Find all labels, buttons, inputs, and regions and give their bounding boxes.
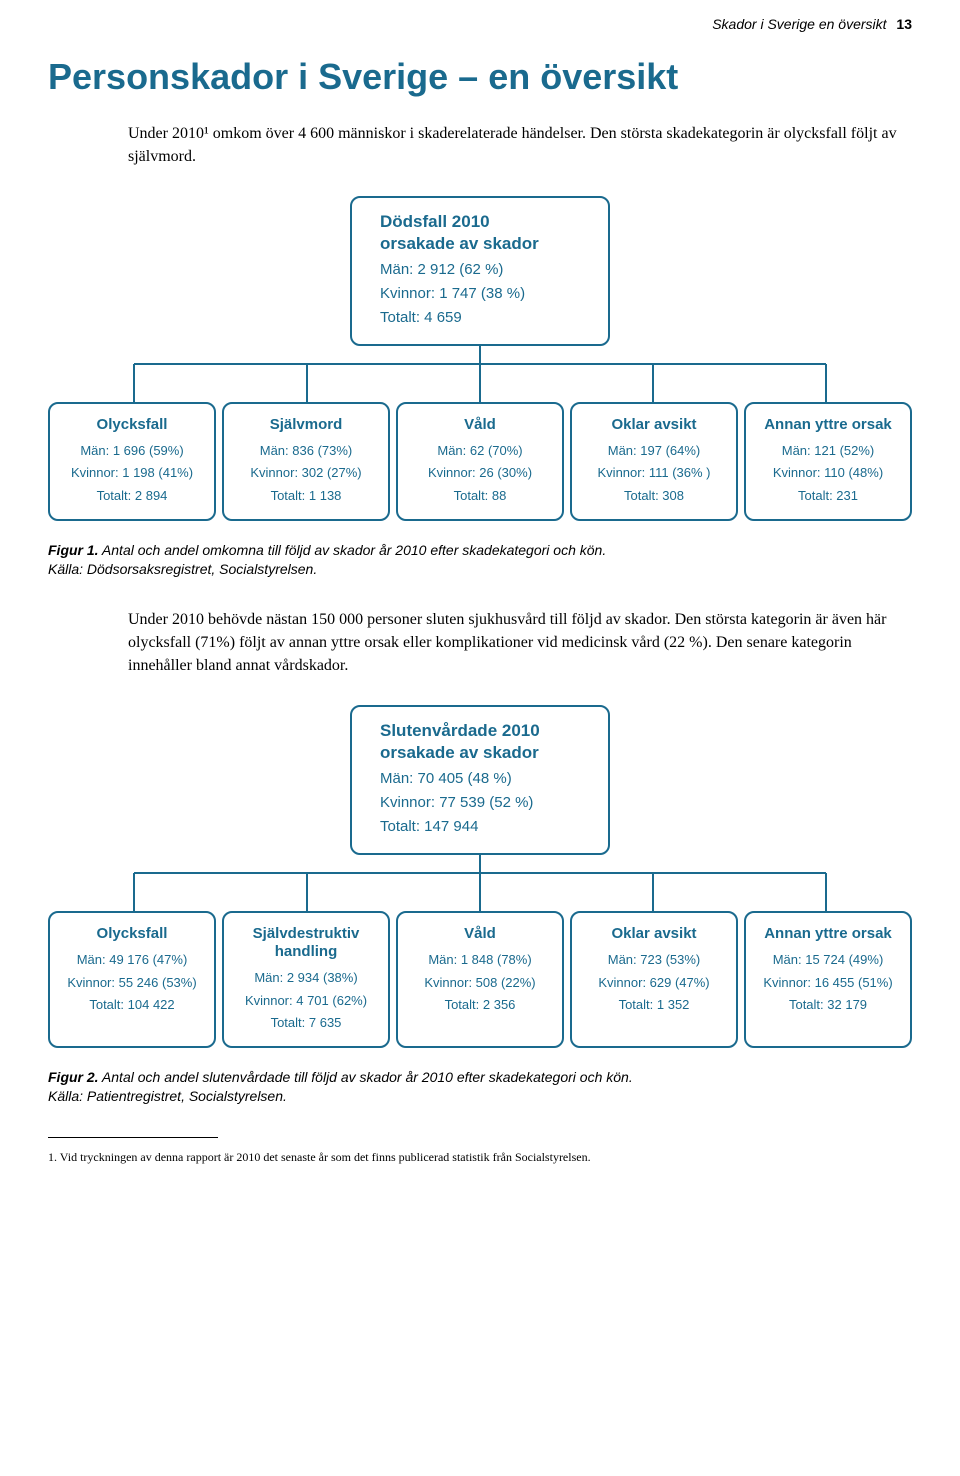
figure2-child-line: Kvinnor: 508 (22%): [406, 972, 554, 994]
figure1-child-line: Totalt: 2 894: [58, 485, 206, 507]
figure1-child-line: Män: 1 696 (59%): [58, 440, 206, 462]
running-head-text: Skador i Sverige en översikt: [712, 16, 886, 32]
figure2-child-title: Oklar avsikt: [580, 925, 728, 943]
footnote: 1. Vid tryckningen av denna rapport är 2…: [48, 1150, 912, 1166]
figure2-child-box: Oklar avsikt Män: 723 (53%) Kvinnor: 629…: [570, 911, 738, 1047]
figure1-child-title: Oklar avsikt: [580, 416, 728, 434]
figure1-caption-label: Figur 1.: [48, 542, 99, 558]
figure2-child-line: Män: 723 (53%): [580, 949, 728, 971]
figure2-child-title: Olycksfall: [58, 925, 206, 943]
figure1-child-line: Män: 836 (73%): [232, 440, 380, 462]
figure1-child-line: Män: 121 (52%): [754, 440, 902, 462]
figure2-child-line: Totalt: 7 635: [232, 1012, 380, 1034]
figure2-root-box: Slutenvårdade 2010 orsakade av skador Mä…: [350, 705, 610, 855]
page-number: 13: [896, 16, 912, 32]
figure2-root-subtitle: orsakade av skador: [380, 743, 580, 763]
figure1-caption-source: Källa: Dödsorsaksregistret, Socialstyrel…: [48, 561, 317, 577]
figure1-child-line: Totalt: 1 138: [232, 485, 380, 507]
figure2-child-line: Totalt: 2 356: [406, 994, 554, 1016]
figure2-child-box: Annan yttre orsak Män: 15 724 (49%) Kvin…: [744, 911, 912, 1047]
figure1-root-line: Kvinnor: 1 747 (38 %): [380, 282, 580, 306]
figure1-diagram: Dödsfall 2010 orsakade av skador Män: 2 …: [48, 196, 912, 520]
figure1-child-title: Självmord: [232, 416, 380, 434]
figure2-connectors: [48, 855, 912, 911]
intro-paragraph: Under 2010¹ omkom över 4 600 människor i…: [128, 122, 912, 168]
figure2-child-box: Våld Män: 1 848 (78%) Kvinnor: 508 (22%)…: [396, 911, 564, 1047]
figure1-child-line: Kvinnor: 1 198 (41%): [58, 462, 206, 484]
figure1-child-title: Våld: [406, 416, 554, 434]
footnote-rule: [48, 1137, 218, 1138]
figure2-child-line: Män: 2 934 (38%): [232, 967, 380, 989]
figure1-connectors: [48, 346, 912, 402]
figure1-child-line: Kvinnor: 111 (36% ): [580, 462, 728, 484]
figure1-child-box: Oklar avsikt Män: 197 (64%) Kvinnor: 111…: [570, 402, 738, 520]
figure2-child-line: Totalt: 104 422: [58, 994, 206, 1016]
figure2-diagram: Slutenvårdade 2010 orsakade av skador Mä…: [48, 705, 912, 1047]
figure1-child-line: Totalt: 231: [754, 485, 902, 507]
figure1-child-box: Våld Män: 62 (70%) Kvinnor: 26 (30%) Tot…: [396, 402, 564, 520]
running-head: Skador i Sverige en översikt 13: [48, 0, 912, 56]
middle-paragraph: Under 2010 behövde nästan 150 000 person…: [128, 608, 912, 678]
figure1-child-box: Annan yttre orsak Män: 121 (52%) Kvinnor…: [744, 402, 912, 520]
figure1-child-box: Olycksfall Män: 1 696 (59%) Kvinnor: 1 1…: [48, 402, 216, 520]
figure2-caption-text: Antal och andel slutenvårdade till följd…: [99, 1069, 633, 1085]
figure1-child-title: Olycksfall: [58, 416, 206, 434]
figure1-child-box: Självmord Män: 836 (73%) Kvinnor: 302 (2…: [222, 402, 390, 520]
figure2-child-line: Kvinnor: 16 455 (51%): [754, 972, 902, 994]
figure2-child-line: Män: 15 724 (49%): [754, 949, 902, 971]
figure2-children: Olycksfall Män: 49 176 (47%) Kvinnor: 55…: [48, 911, 912, 1047]
figure2-child-line: Kvinnor: 55 246 (53%): [58, 972, 206, 994]
figure1-child-line: Totalt: 88: [406, 485, 554, 507]
figure1-child-line: Totalt: 308: [580, 485, 728, 507]
figure1-root-box: Dödsfall 2010 orsakade av skador Män: 2 …: [350, 196, 610, 346]
figure1-caption-text: Antal och andel omkomna till följd av sk…: [99, 542, 607, 558]
figure1-root-line: Totalt: 4 659: [380, 306, 580, 330]
figure1-child-line: Män: 197 (64%): [580, 440, 728, 462]
footnote-text: Vid tryckningen av denna rapport är 2010…: [60, 1150, 591, 1164]
figure2-child-title: Våld: [406, 925, 554, 943]
figure2-caption: Figur 2. Antal och andel slutenvårdade t…: [48, 1068, 912, 1107]
page-title: Personskador i Sverige – en översikt: [48, 56, 912, 98]
figure2-root-line: Kvinnor: 77 539 (52 %): [380, 791, 580, 815]
figure2-child-line: Män: 1 848 (78%): [406, 949, 554, 971]
figure1-root-title: Dödsfall 2010: [380, 212, 580, 232]
figure2-child-line: Kvinnor: 629 (47%): [580, 972, 728, 994]
figure1-root-line: Män: 2 912 (62 %): [380, 258, 580, 282]
figure2-child-box: Olycksfall Män: 49 176 (47%) Kvinnor: 55…: [48, 911, 216, 1047]
figure2-caption-source: Källa: Patientregistret, Socialstyrelsen…: [48, 1088, 287, 1104]
figure2-root-title: Slutenvårdade 2010: [380, 721, 580, 741]
figure1-child-title: Annan yttre orsak: [754, 416, 902, 434]
footnote-marker: 1.: [48, 1150, 57, 1164]
figure1-children: Olycksfall Män: 1 696 (59%) Kvinnor: 1 1…: [48, 402, 912, 520]
figure2-child-title: Annan yttre orsak: [754, 925, 902, 943]
figure2-caption-label: Figur 2.: [48, 1069, 99, 1085]
figure1-child-line: Män: 62 (70%): [406, 440, 554, 462]
figure1-child-line: Kvinnor: 110 (48%): [754, 462, 902, 484]
figure1-child-line: Kvinnor: 302 (27%): [232, 462, 380, 484]
figure2-child-line: Kvinnor: 4 701 (62%): [232, 990, 380, 1012]
figure1-root-subtitle: orsakade av skador: [380, 234, 580, 254]
figure2-child-line: Män: 49 176 (47%): [58, 949, 206, 971]
figure2-child-title: Självdestruktiv handling: [232, 925, 380, 961]
figure2-child-box: Självdestruktiv handling Män: 2 934 (38%…: [222, 911, 390, 1047]
figure1-child-line: Kvinnor: 26 (30%): [406, 462, 554, 484]
figure2-child-line: Totalt: 32 179: [754, 994, 902, 1016]
figure2-root-line: Män: 70 405 (48 %): [380, 767, 580, 791]
figure2-child-line: Totalt: 1 352: [580, 994, 728, 1016]
figure2-root-line: Totalt: 147 944: [380, 815, 580, 839]
figure1-caption: Figur 1. Antal och andel omkomna till fö…: [48, 541, 912, 580]
